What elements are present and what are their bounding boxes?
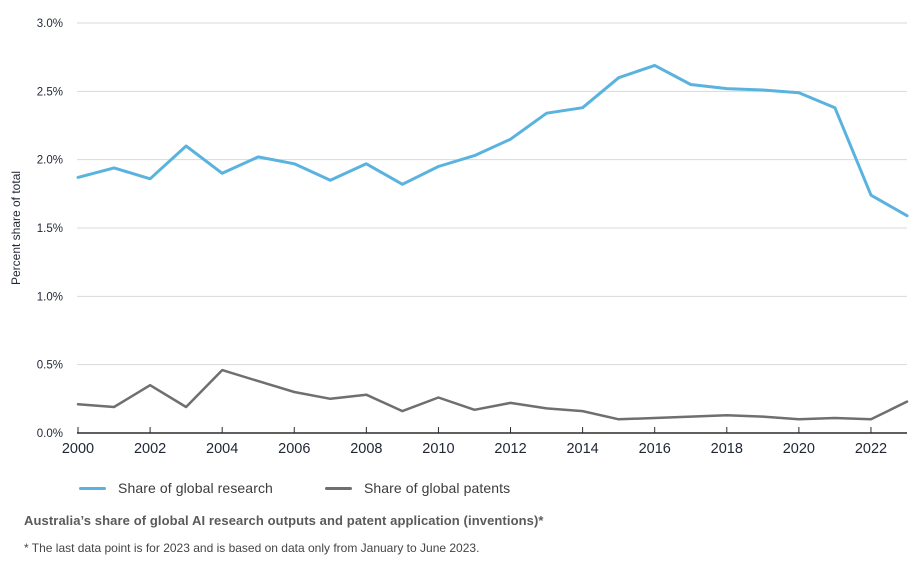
x-tick-label: 2006 xyxy=(278,441,310,457)
x-tick-label: 2004 xyxy=(206,441,238,457)
research-series-line xyxy=(76,63,909,218)
x-tick-label: 2000 xyxy=(62,441,94,457)
y-tick-label: 0.0% xyxy=(37,428,63,440)
y-tick-label: 2.5% xyxy=(37,86,63,98)
patents-series-line xyxy=(76,368,909,421)
x-tick-label: 2002 xyxy=(134,441,166,457)
x-tick-label: 2008 xyxy=(350,441,382,457)
line-chart: 0.0% 0.5% 1.0% 1.5% 2.0% 2.5% 3.0% 2000 2002 2004… xyxy=(9,18,909,457)
y-tick-label: 2.0% xyxy=(37,155,63,167)
y-tick-label: 1.5% xyxy=(37,223,63,235)
y-tick-label: 0.5% xyxy=(37,360,63,372)
figure-footnote: * The last data point is for 2023 and is… xyxy=(24,541,480,555)
legend-item-research: Share of global research xyxy=(79,480,273,496)
x-tick-label: 2018 xyxy=(711,441,743,457)
y-tick-label: 3.0% xyxy=(37,18,63,30)
x-tick-label: 2022 xyxy=(855,441,887,457)
y-axis-title: Percent share of total xyxy=(9,171,23,285)
legend-label-patents: Share of global patents xyxy=(363,480,511,496)
legend-item-patents: Share of global patents xyxy=(324,480,511,496)
patents-line-swatch xyxy=(324,486,352,490)
y-tick-label: 1.0% xyxy=(37,291,63,303)
x-tick-label: 2010 xyxy=(422,441,454,457)
x-tick-label: 2014 xyxy=(566,441,598,457)
x-tick-label: 2012 xyxy=(494,441,526,457)
legend-label-research: Share of global research xyxy=(118,480,273,496)
x-tick-label: 2016 xyxy=(639,441,671,457)
x-tick-label: 2020 xyxy=(783,441,815,457)
research-line-swatch xyxy=(79,486,106,490)
legend: Share of global research Share of global… xyxy=(79,480,510,496)
figure-caption: Australia’s share of global AI research … xyxy=(24,513,544,528)
